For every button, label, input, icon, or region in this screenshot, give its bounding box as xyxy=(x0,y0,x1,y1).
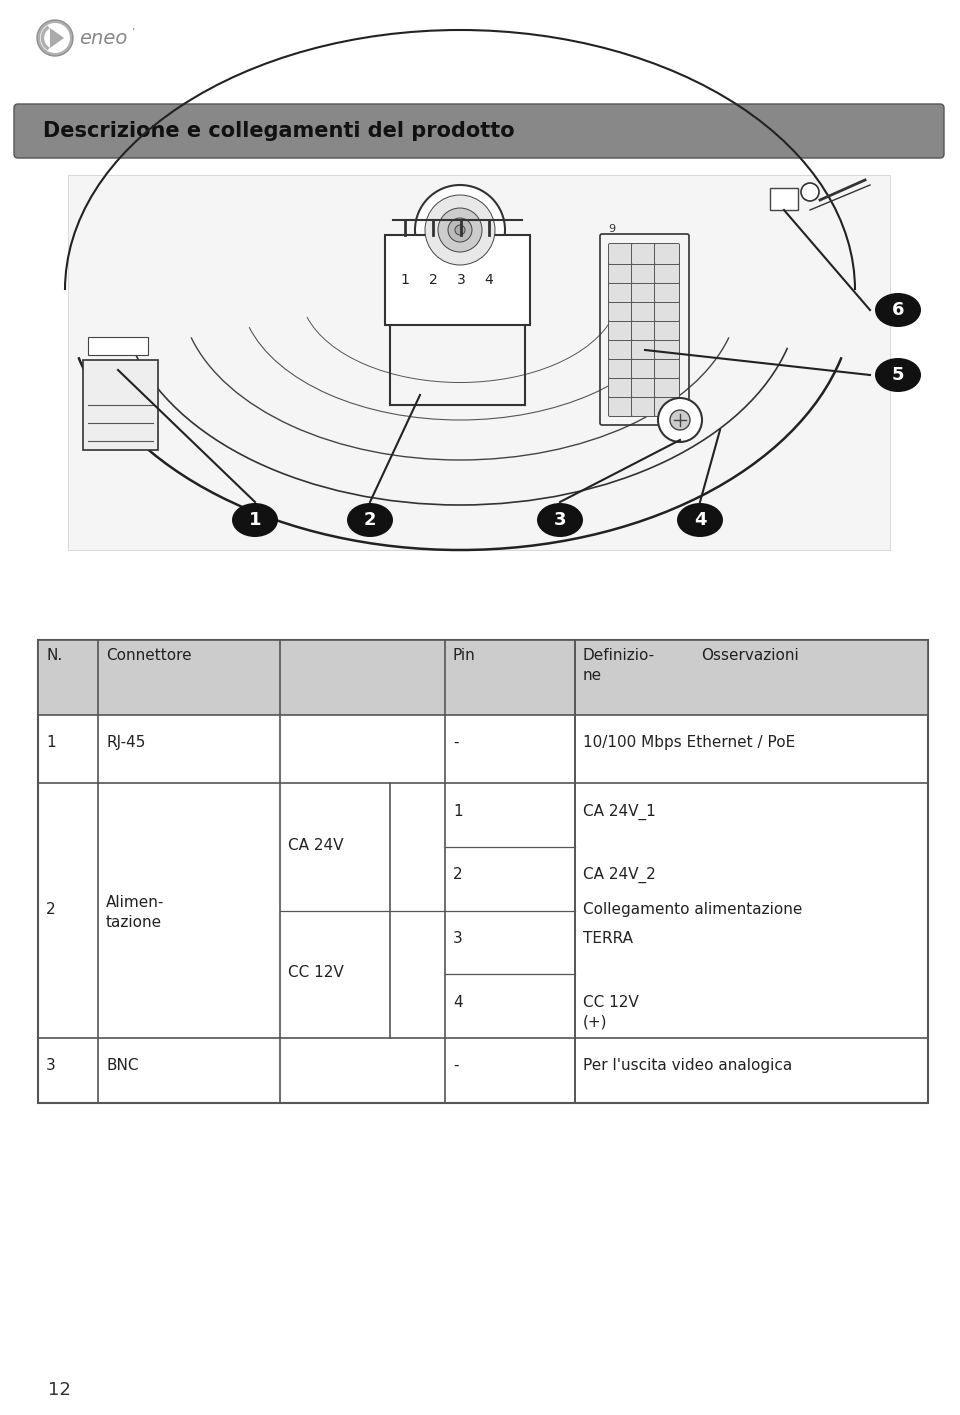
Text: 2: 2 xyxy=(364,511,376,529)
Text: BNC: BNC xyxy=(106,1058,138,1073)
Text: TERRA: TERRA xyxy=(583,931,633,947)
Text: CA 24V_1: CA 24V_1 xyxy=(583,804,656,821)
Ellipse shape xyxy=(232,502,278,538)
FancyBboxPatch shape xyxy=(632,282,657,303)
Text: 2: 2 xyxy=(46,901,56,917)
Circle shape xyxy=(658,398,702,441)
Text: CC 12V: CC 12V xyxy=(288,965,344,981)
Text: CA 24V: CA 24V xyxy=(288,838,344,853)
Polygon shape xyxy=(50,28,64,48)
FancyBboxPatch shape xyxy=(609,338,634,359)
FancyBboxPatch shape xyxy=(68,175,890,550)
Text: Per l'uscita video analogica: Per l'uscita video analogica xyxy=(583,1058,792,1073)
FancyBboxPatch shape xyxy=(770,188,798,209)
Text: 1: 1 xyxy=(46,734,56,750)
Text: CA 24V_2: CA 24V_2 xyxy=(583,867,656,883)
Text: 3: 3 xyxy=(46,1058,56,1073)
Circle shape xyxy=(455,225,465,235)
FancyBboxPatch shape xyxy=(655,243,680,265)
FancyBboxPatch shape xyxy=(632,243,657,265)
FancyBboxPatch shape xyxy=(655,300,680,321)
Circle shape xyxy=(425,195,495,265)
Text: 1: 1 xyxy=(249,511,261,529)
Text: CC 12V
(+): CC 12V (+) xyxy=(583,995,638,1030)
Circle shape xyxy=(801,183,819,201)
Circle shape xyxy=(448,218,472,242)
Text: 10/100 Mbps Ethernet / PoE: 10/100 Mbps Ethernet / PoE xyxy=(583,734,795,750)
Text: 3: 3 xyxy=(453,931,463,947)
Ellipse shape xyxy=(875,293,921,327)
FancyBboxPatch shape xyxy=(632,300,657,321)
FancyBboxPatch shape xyxy=(632,320,657,341)
FancyBboxPatch shape xyxy=(655,376,680,398)
Ellipse shape xyxy=(677,502,723,538)
FancyBboxPatch shape xyxy=(38,640,928,715)
Text: Osservazioni: Osservazioni xyxy=(701,648,799,664)
FancyBboxPatch shape xyxy=(632,376,657,398)
Text: ’: ’ xyxy=(131,28,134,38)
FancyBboxPatch shape xyxy=(655,282,680,303)
Circle shape xyxy=(37,20,73,57)
Text: 2: 2 xyxy=(453,867,463,882)
Text: eneo: eneo xyxy=(79,28,128,48)
Text: 4: 4 xyxy=(453,995,463,1010)
FancyBboxPatch shape xyxy=(609,300,634,321)
FancyBboxPatch shape xyxy=(430,219,490,262)
Ellipse shape xyxy=(537,502,583,538)
Text: N.: N. xyxy=(46,648,62,664)
FancyBboxPatch shape xyxy=(655,338,680,359)
Circle shape xyxy=(415,185,505,275)
FancyBboxPatch shape xyxy=(632,338,657,359)
Text: -: - xyxy=(453,1058,459,1073)
Text: 3: 3 xyxy=(554,511,566,529)
Text: Collegamento alimentazione: Collegamento alimentazione xyxy=(583,901,803,917)
Text: 9: 9 xyxy=(608,224,615,233)
FancyBboxPatch shape xyxy=(655,263,680,283)
FancyBboxPatch shape xyxy=(655,320,680,341)
FancyBboxPatch shape xyxy=(609,376,634,398)
Text: 3: 3 xyxy=(457,273,466,287)
Ellipse shape xyxy=(347,502,393,538)
Text: 4: 4 xyxy=(485,273,493,287)
Text: Descrizione e collegamenti del prodotto: Descrizione e collegamenti del prodotto xyxy=(43,122,515,142)
Text: 1: 1 xyxy=(453,804,463,819)
Text: Pin: Pin xyxy=(453,648,476,664)
FancyBboxPatch shape xyxy=(655,396,680,416)
FancyBboxPatch shape xyxy=(385,235,530,325)
FancyBboxPatch shape xyxy=(609,282,634,303)
Text: 2: 2 xyxy=(428,273,438,287)
Text: 6: 6 xyxy=(892,301,904,318)
FancyBboxPatch shape xyxy=(609,263,634,283)
Circle shape xyxy=(40,23,70,52)
FancyBboxPatch shape xyxy=(14,103,944,158)
Text: Alimen-
tazione: Alimen- tazione xyxy=(106,896,164,930)
Text: Connettore: Connettore xyxy=(106,648,192,664)
Text: 1: 1 xyxy=(400,273,409,287)
Text: Definizio-
ne: Definizio- ne xyxy=(583,648,655,683)
Text: -: - xyxy=(453,734,459,750)
Text: 12: 12 xyxy=(48,1381,71,1399)
FancyBboxPatch shape xyxy=(83,359,158,450)
FancyBboxPatch shape xyxy=(38,640,928,1104)
Text: 4: 4 xyxy=(694,511,707,529)
FancyBboxPatch shape xyxy=(632,396,657,416)
FancyBboxPatch shape xyxy=(632,358,657,378)
FancyBboxPatch shape xyxy=(609,243,634,265)
Circle shape xyxy=(670,410,690,430)
FancyBboxPatch shape xyxy=(609,358,634,378)
FancyBboxPatch shape xyxy=(609,320,634,341)
Text: RJ-45: RJ-45 xyxy=(106,734,145,750)
FancyBboxPatch shape xyxy=(655,358,680,378)
FancyBboxPatch shape xyxy=(88,337,148,355)
FancyBboxPatch shape xyxy=(609,396,634,416)
Circle shape xyxy=(438,208,482,252)
Text: 5: 5 xyxy=(892,366,904,383)
Ellipse shape xyxy=(875,358,921,392)
FancyBboxPatch shape xyxy=(632,263,657,283)
